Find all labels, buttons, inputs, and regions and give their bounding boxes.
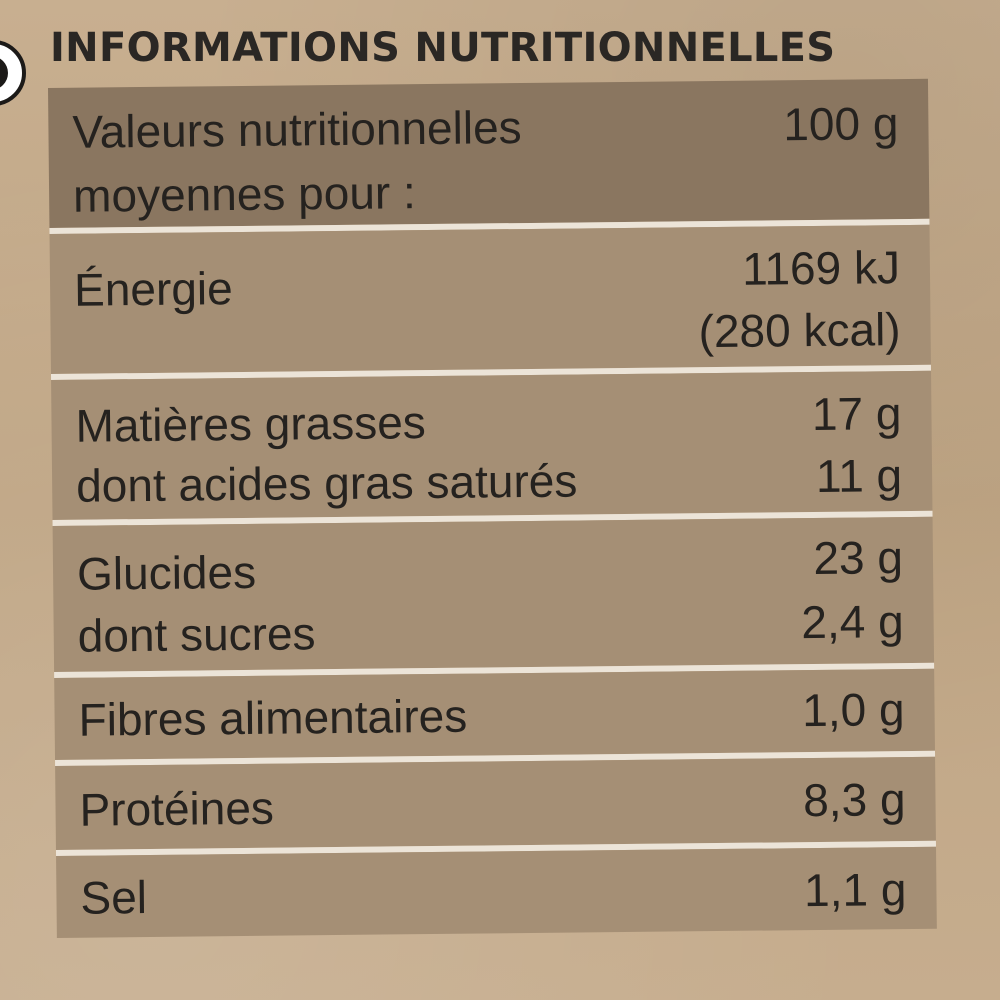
nutrition-table: Valeurs nutritionnelles moyennes pour : … [48, 78, 937, 948]
row-value: 8,3 g [802, 773, 906, 827]
table-row-carbs: Glucides 23 g dont sucres 2,4 g [52, 516, 935, 672]
row-label: Fibres alimentaires [78, 689, 468, 746]
row-value: 17 g [811, 387, 902, 441]
row-value: 23 g [813, 531, 904, 585]
header-label-line2: moyennes pour : [72, 166, 417, 222]
row-label: Sel [80, 871, 148, 924]
row-sub-label: dont sucres [77, 607, 316, 662]
table-row-salt: Sel 1,1 g [56, 846, 937, 938]
row-label: Énergie [73, 262, 233, 316]
header-value: 100 g [783, 97, 899, 151]
page-title: INFORMATIONS NUTRITIONNELLES [50, 25, 836, 71]
table-row-energy: Énergie 1169 kJ (280 kcal) [49, 224, 931, 374]
table-row-fibre: Fibres alimentaires 1,0 g [54, 668, 935, 760]
row-label: Matières grasses [75, 396, 427, 452]
circle-logo-icon [0, 40, 26, 106]
row-value: 1,1 g [803, 863, 907, 917]
row-label: Glucides [76, 545, 257, 600]
row-value: 1,0 g [801, 683, 905, 737]
row-sub-value: 2,4 g [801, 595, 904, 649]
table-row-fat: Matières grasses 17 g dont acides gras s… [51, 370, 933, 520]
row-value-secondary: (280 kcal) [698, 303, 901, 358]
table-row-protein: Protéines 8,3 g [55, 756, 936, 850]
row-label: Protéines [79, 781, 275, 836]
row-sub-value: 11 g [815, 449, 903, 502]
row-sub-label: dont acides gras saturés [75, 454, 578, 512]
table-header-row: Valeurs nutritionnelles moyennes pour : … [48, 78, 930, 228]
header-label-line1: Valeurs nutritionnelles [72, 101, 522, 158]
row-value: 1169 kJ [741, 241, 901, 295]
